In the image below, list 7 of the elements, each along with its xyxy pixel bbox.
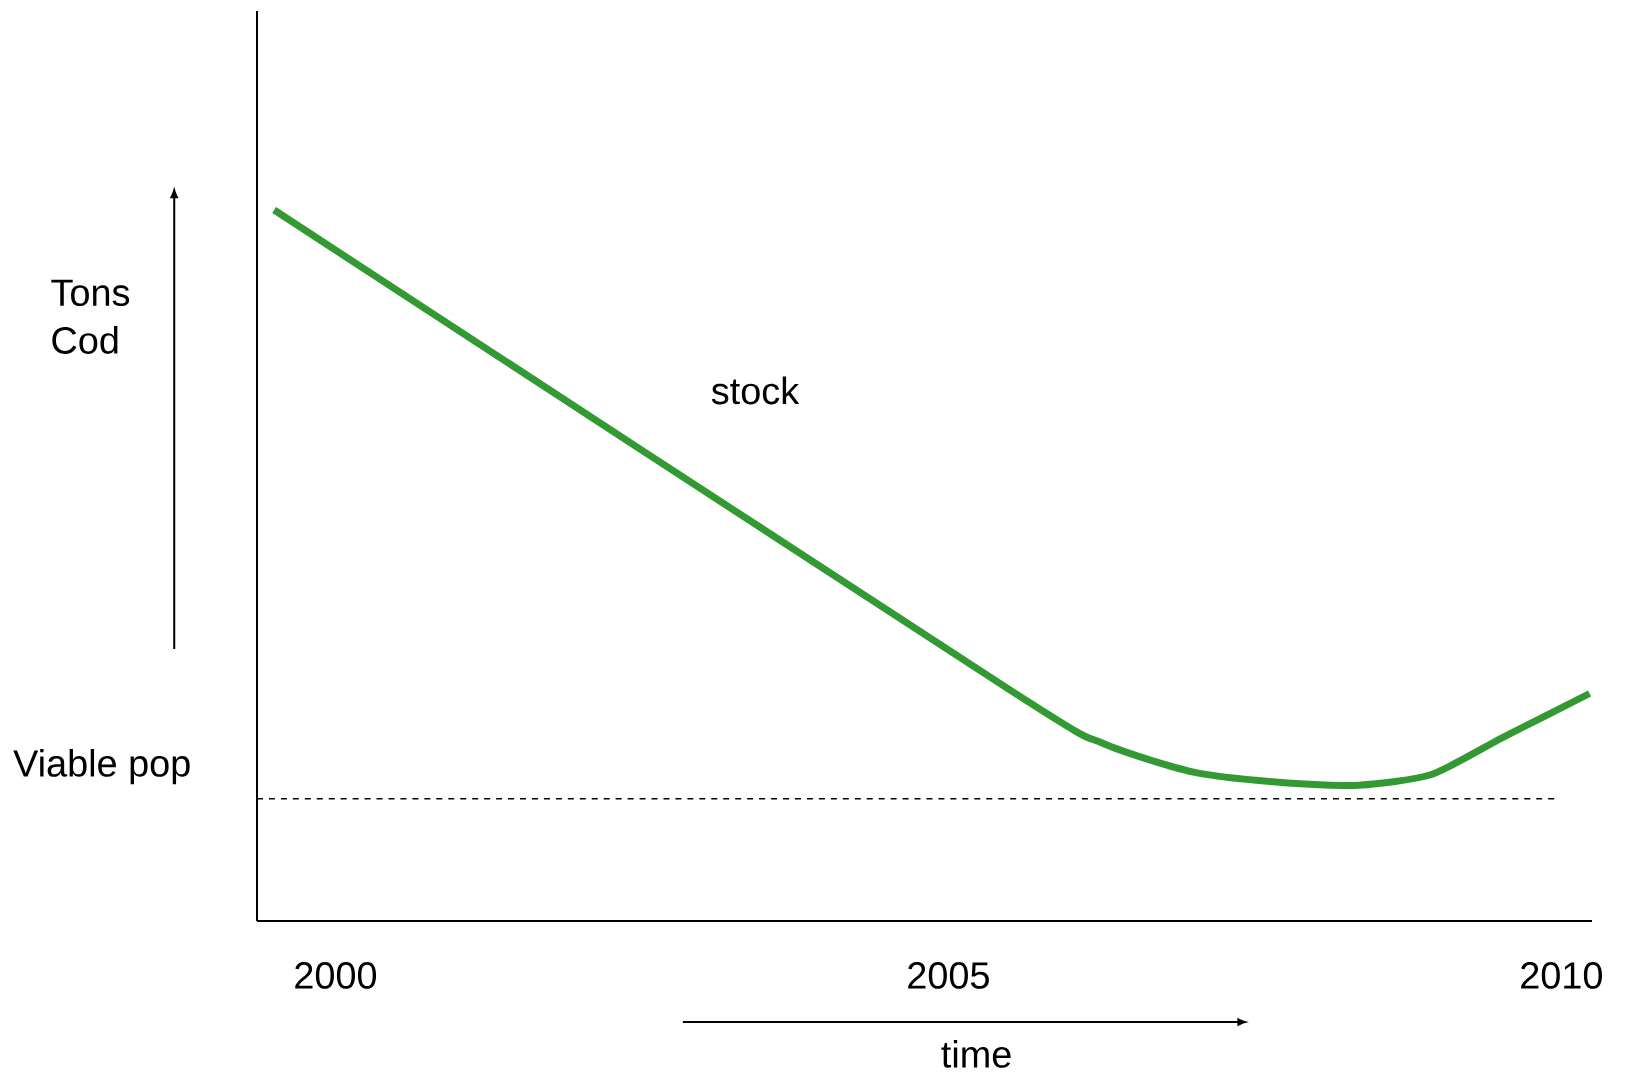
x-axis-title: time [941, 1039, 1011, 1068]
ref-line-label: Viable pop [13, 749, 190, 785]
annotation: stock [711, 376, 800, 405]
x-tick-label: 2000 [295, 962, 377, 989]
y-axis-title: Tons Cod [51, 279, 130, 354]
x-tick-label: 2005 [908, 962, 989, 989]
x-tick-label: 2010 [1521, 962, 1602, 989]
